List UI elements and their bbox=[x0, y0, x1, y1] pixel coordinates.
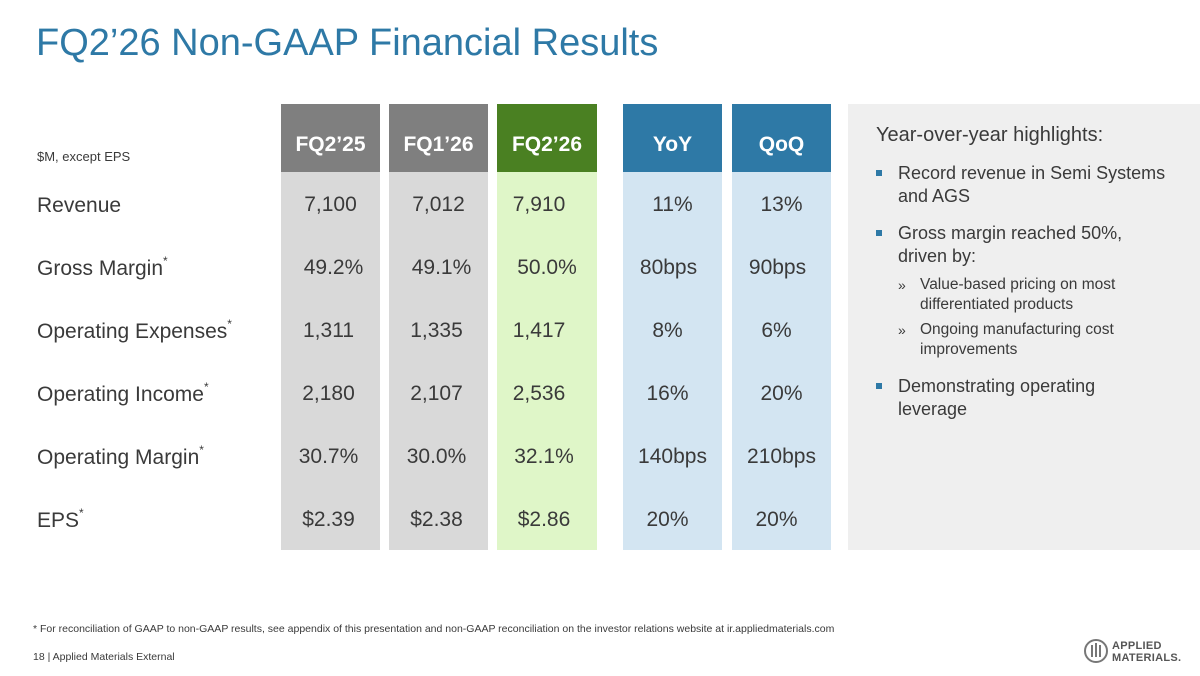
footnote: * For reconciliation of GAAP to non-GAAP… bbox=[33, 623, 835, 635]
table-cell: 11% bbox=[652, 193, 693, 216]
table-cell: 2,180 bbox=[302, 382, 355, 405]
row-label-eps: EPS* bbox=[37, 506, 84, 532]
units-note: $M, except EPS bbox=[37, 149, 131, 164]
column-header: QoQ bbox=[732, 104, 831, 172]
table-cell: 20% bbox=[760, 382, 803, 405]
table-cell: 140bps bbox=[638, 445, 707, 468]
table-cell: 8% bbox=[652, 319, 683, 342]
column-header: FQ2’25 bbox=[281, 104, 380, 172]
page-title: FQ2’26 Non-GAAP Financial Results bbox=[36, 22, 659, 64]
highlight-bullet: Gross margin reached 50%, driven by: bbox=[876, 222, 1168, 268]
table-cell: 16% bbox=[646, 382, 689, 405]
table-cell: 6% bbox=[761, 319, 792, 342]
table-cell: 49.1% bbox=[411, 256, 472, 279]
page-footer: 18 | Applied Materials External bbox=[33, 651, 175, 663]
highlight-sub-bullet: » Value-based pricing on most differenti… bbox=[898, 276, 1116, 313]
table-cell: 2,536 bbox=[512, 382, 566, 405]
column-fq2-26: FQ2’26 bbox=[497, 104, 597, 550]
table-cell: 7,012 bbox=[412, 193, 465, 216]
table-cell: 7,100 bbox=[304, 193, 357, 216]
table-cell: $2.39 bbox=[302, 508, 355, 531]
table-cell: 30.0% bbox=[406, 445, 467, 468]
highlight-bullet: Demonstrating operating leverage bbox=[876, 375, 1168, 421]
table-cell: 2,107 bbox=[410, 382, 463, 405]
square-bullet-icon bbox=[876, 383, 882, 389]
square-bullet-icon bbox=[876, 230, 882, 236]
chevron-right-icon: » bbox=[898, 277, 906, 293]
table-cell: 1,335 bbox=[410, 319, 463, 342]
table-cell: 7,910 bbox=[512, 193, 566, 216]
row-label-operating-expenses: Operating Expenses* bbox=[37, 317, 232, 343]
table-cell: 50.0% bbox=[517, 256, 577, 279]
table-cell: 30.7% bbox=[298, 445, 359, 468]
logo-mark-icon bbox=[1084, 639, 1108, 663]
table-cell: 90bps bbox=[748, 256, 807, 279]
row-label-revenue: Revenue bbox=[37, 194, 122, 217]
highlight-bullet: Record revenue in Semi Systems and AGS bbox=[876, 162, 1168, 208]
logo-text: APPLIED MATERIALS. bbox=[1112, 640, 1182, 664]
table-cell: 13% bbox=[760, 193, 803, 216]
row-label-operating-margin: Operating Margin* bbox=[37, 443, 204, 469]
square-bullet-icon bbox=[876, 170, 882, 176]
column-yoy: YoY bbox=[623, 104, 722, 550]
table-cell: 1,417 bbox=[512, 319, 566, 342]
highlights-panel: Year-over-year highlights: Record revenu… bbox=[848, 104, 1200, 550]
column-header: YoY bbox=[623, 104, 722, 172]
chevron-right-icon: » bbox=[898, 322, 906, 338]
highlights-title: Year-over-year highlights: bbox=[876, 124, 1104, 146]
table-cell: 20% bbox=[646, 508, 689, 531]
table-cell: $2.38 bbox=[410, 508, 463, 531]
table-cell: 49.2% bbox=[303, 256, 364, 279]
table-cell: 80bps bbox=[639, 256, 698, 279]
applied-materials-logo: APPLIED MATERIALS. bbox=[1084, 636, 1194, 672]
row-label-operating-income: Operating Income* bbox=[37, 380, 209, 406]
column-header: FQ2’26 bbox=[497, 104, 597, 172]
table-cell: 32.1% bbox=[514, 445, 574, 468]
highlight-sub-bullet: » Ongoing manufacturing cost improvement… bbox=[898, 321, 1114, 358]
table-cell: 20% bbox=[755, 508, 798, 531]
column-fq1-26: FQ1’26 bbox=[389, 104, 488, 550]
table-cell: 210bps bbox=[747, 445, 816, 468]
table-cell: 1,311 bbox=[303, 319, 354, 342]
column-header: FQ1’26 bbox=[389, 104, 488, 172]
row-label-gross-margin: Gross Margin* bbox=[37, 254, 168, 280]
column-fq2-25: FQ2’25 bbox=[281, 104, 380, 550]
column-qoq: QoQ bbox=[732, 104, 831, 550]
table-cell: $2.86 bbox=[517, 508, 571, 531]
